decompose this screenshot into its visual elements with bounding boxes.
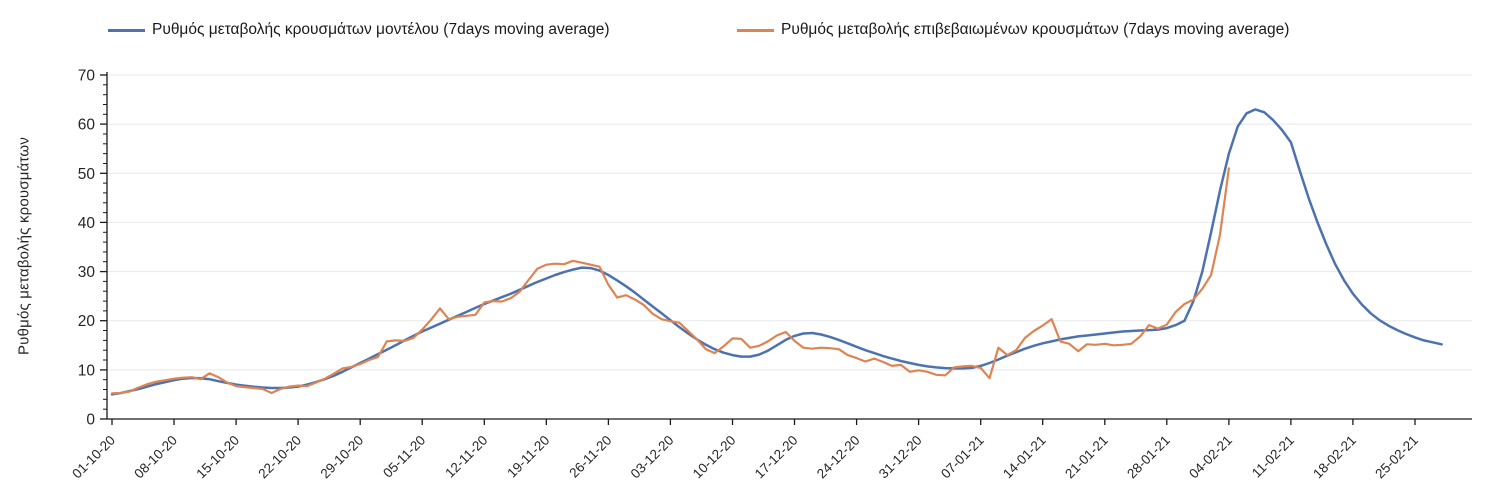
x-tick-label: 26-11-20 [566, 433, 614, 481]
x-tick-label: 03-12-20 [628, 433, 677, 482]
x-tick-label: 15-10-20 [193, 433, 242, 482]
y-tick-label: 30 [78, 264, 96, 281]
x-tick-label: 21-01-21 [1062, 433, 1111, 482]
confirmed-line-swatch-icon [737, 28, 774, 32]
x-tick-label: 18-02-21 [1310, 433, 1359, 482]
confirmed-line [110, 167, 1230, 395]
legend-item-model: Ρυθμός μεταβολής κρουσμάτων μοντέλου (7d… [108, 21, 610, 39]
x-tick-label: 04-02-21 [1186, 433, 1235, 482]
x-tick-label: 05-11-20 [380, 433, 428, 481]
y-tick-label: 0 [86, 412, 95, 429]
x-tick-label: 29-10-20 [317, 433, 366, 482]
x-tick-label: 08-10-20 [131, 433, 180, 482]
x-tick-label: 01-10-20 [69, 433, 118, 482]
x-tick-label: 24-12-20 [814, 433, 863, 482]
y-tick-label: 50 [78, 166, 96, 183]
model-line [110, 108, 1443, 396]
x-tick-label: 22-10-20 [255, 433, 304, 482]
x-tick-label: 14-01-21 [1000, 433, 1049, 482]
x-tick-label: 25-02-21 [1372, 433, 1421, 482]
y-tick-label: 70 [78, 68, 96, 85]
x-tick-label: 19-11-20 [504, 433, 552, 481]
legend-label-model: Ρυθμός μεταβολής κρουσμάτων μοντέλου (7d… [152, 21, 610, 38]
y-tick-label: 20 [78, 313, 96, 330]
x-tick-label: 07-01-21 [938, 433, 987, 482]
x-tick-label: 12-11-20 [442, 433, 490, 481]
y-axis-title: Ρυθμός μεταβολής κρουσμάτων [15, 136, 33, 356]
legend-label-confirmed: Ρυθμός μεταβολής επιβεβαιωμένων κρουσμάτ… [781, 21, 1290, 38]
y-tick-label: 10 [78, 362, 96, 379]
legend-item-confirmed: Ρυθμός μεταβολής επιβεβαιωμένων κρουσμάτ… [737, 21, 1289, 39]
x-tick-label: 17-12-20 [752, 433, 801, 482]
y-tick-label: 60 [78, 117, 96, 134]
y-tick-label: 40 [78, 215, 96, 232]
x-tick-label: 11-02-21 [1249, 433, 1297, 481]
x-tick-label: 28-01-21 [1124, 433, 1173, 482]
x-tick-label: 31-12-20 [876, 433, 925, 482]
x-tick-label: 10-12-20 [690, 433, 739, 482]
model-line-swatch-icon [108, 28, 145, 32]
